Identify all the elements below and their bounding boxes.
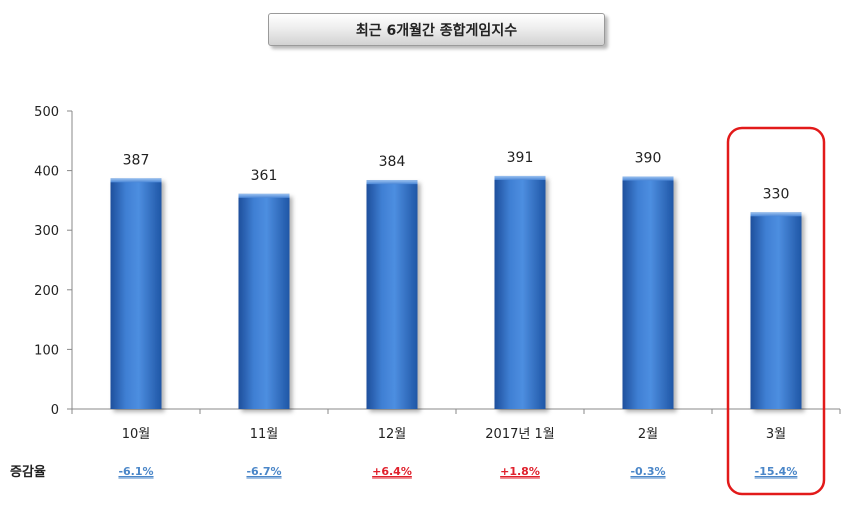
bar (750, 212, 802, 409)
change-rate-value: -6.7% (246, 465, 281, 478)
change-rate-value: -6.1% (118, 465, 153, 478)
y-tick-label: 0 (51, 403, 59, 418)
x-tick-label: 10월 (122, 427, 151, 442)
x-tick-label: 3월 (766, 427, 786, 442)
x-tick-label: 12월 (378, 427, 407, 442)
x-tick-label: 2017년 1월 (485, 427, 554, 442)
change-rate-value: -15.4% (755, 465, 798, 478)
bar (366, 180, 418, 409)
bar-value-label: 361 (251, 168, 278, 184)
bar-value-label: 391 (507, 150, 534, 166)
chart-title-box: 최근 6개월간 종합게임지수 (268, 13, 605, 46)
y-tick-label: 400 (34, 165, 59, 180)
change-rate-row-label: 증감율 (10, 464, 46, 480)
bar-value-label: 330 (763, 186, 790, 202)
bar-value-label: 390 (635, 151, 662, 167)
y-tick-label: 200 (34, 284, 59, 299)
bar (110, 178, 162, 409)
highlight-box (726, 126, 826, 496)
bar-value-label: 384 (379, 154, 406, 170)
bar-top-highlight (494, 175, 546, 180)
y-tick-label: 500 (34, 105, 59, 120)
bar (238, 193, 290, 409)
bar-value-label: 387 (123, 152, 150, 168)
change-rate-value: -0.3% (630, 465, 665, 478)
bar-top-highlight (366, 180, 418, 185)
bar-top-highlight (110, 178, 162, 183)
bar (622, 176, 674, 409)
x-tick-label: 11월 (250, 427, 279, 442)
change-rate-value: +6.4% (372, 465, 412, 478)
chart-title: 최근 6개월간 종합게임지수 (355, 22, 518, 39)
bar-top-highlight (750, 212, 802, 217)
bar-top-highlight (238, 193, 290, 198)
change-rate-value: +1.8% (500, 465, 540, 478)
y-tick-label: 300 (34, 224, 59, 239)
y-tick-label: 100 (34, 343, 59, 358)
bar (494, 175, 546, 409)
bar-top-highlight (622, 176, 674, 181)
x-tick-label: 2월 (638, 427, 658, 442)
